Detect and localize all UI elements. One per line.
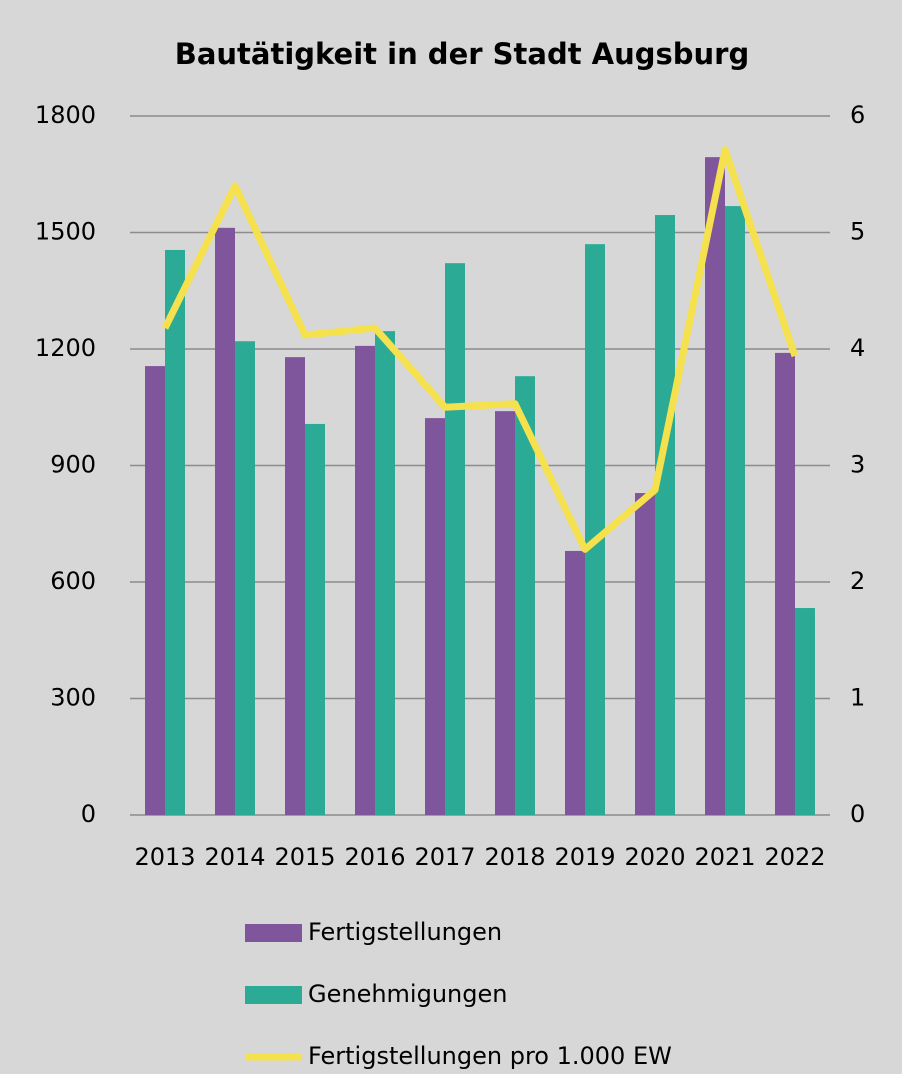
legend-swatch	[245, 986, 302, 1004]
bar	[165, 249, 185, 816]
x-tick-label: 2013	[134, 843, 195, 871]
x-tick-label: 2014	[204, 843, 265, 871]
x-tick-label: 2016	[344, 843, 405, 871]
bar	[305, 423, 325, 815]
x-tick-label: 2017	[414, 843, 475, 871]
y-tick-label: 1800	[35, 101, 96, 129]
y2-tick-label: 4	[850, 334, 865, 362]
y2-tick-label: 2	[850, 567, 865, 595]
bar	[655, 215, 675, 815]
bar	[235, 341, 255, 815]
y2-tick-label: 0	[850, 800, 865, 828]
bar	[705, 157, 725, 815]
bar	[565, 550, 585, 815]
bar	[725, 206, 745, 816]
bar	[795, 608, 815, 815]
bar	[375, 331, 395, 815]
y2-tick-label: 5	[850, 218, 865, 246]
x-tick-label: 2020	[624, 843, 685, 871]
bar	[355, 345, 375, 815]
bar	[285, 357, 305, 815]
x-tick-label: 2015	[274, 843, 335, 871]
legend-label: Genehmigungen	[308, 980, 507, 1008]
bar	[585, 244, 605, 815]
x-tick-label: 2021	[694, 843, 755, 871]
bar	[495, 411, 515, 815]
y2-tick-label: 1	[850, 684, 865, 712]
legend-label: Fertigstellungen	[308, 918, 502, 946]
legend-swatch	[245, 924, 302, 942]
y-tick-label: 600	[50, 567, 96, 595]
x-tick-label: 2019	[554, 843, 615, 871]
line	[161, 146, 799, 553]
y2-tick-label: 6	[850, 101, 865, 129]
y2-tick-label: 3	[850, 451, 865, 479]
bar	[515, 376, 535, 815]
bar	[775, 352, 795, 815]
y-tick-label: 1200	[35, 334, 96, 362]
bar	[145, 366, 165, 815]
chart-title: Bautätigkeit in der Stadt Augsburg	[175, 37, 750, 71]
bar	[445, 263, 465, 815]
y-tick-label: 900	[50, 451, 96, 479]
legend-label: Fertigstellungen pro 1.000 EW	[308, 1042, 672, 1070]
x-tick-label: 2018	[484, 843, 545, 871]
x-tick-label: 2022	[764, 843, 825, 871]
bar	[215, 227, 235, 816]
y-tick-label: 300	[50, 684, 96, 712]
y-tick-label: 0	[81, 800, 96, 828]
bar	[635, 493, 655, 815]
y-tick-label: 1500	[35, 218, 96, 246]
bar	[425, 418, 445, 815]
